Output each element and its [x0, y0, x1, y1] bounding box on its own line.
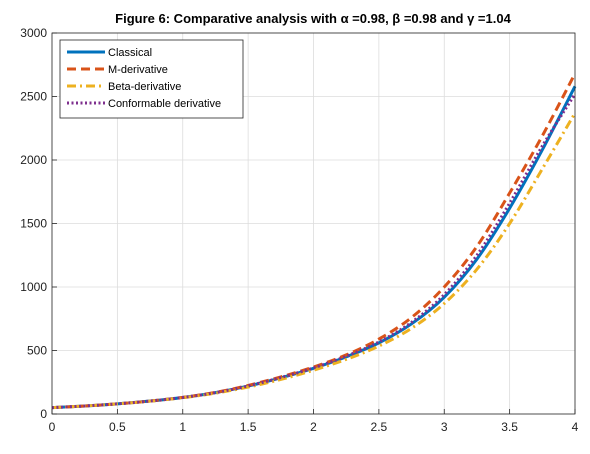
x-tick-label: 4 — [572, 420, 579, 434]
axis-ticks: 0 0.5 1 1.5 2 2.5 3 3.5 4 0 500 1000 1500 2000 2500 300… — [20, 26, 578, 434]
x-tick-label: 1 — [179, 420, 186, 434]
y-tick-label: 1000 — [20, 280, 47, 294]
y-tick-label: 500 — [27, 344, 47, 358]
x-tick-label: 2.5 — [371, 420, 388, 434]
series-line-beta-derivative — [51, 112, 577, 410]
chart-title: Figure 6: Comparative analysis with α =0… — [115, 11, 511, 26]
y-tick-label: 2000 — [20, 153, 47, 167]
x-tick-label: 0.5 — [109, 420, 126, 434]
y-tick-label: 2500 — [20, 90, 47, 104]
series-lines — [51, 72, 577, 410]
x-tick-label: 3 — [441, 420, 448, 434]
y-tick-label: 1500 — [20, 217, 47, 231]
x-tick-label: 1.5 — [240, 420, 257, 434]
y-tick-label: 3000 — [20, 26, 47, 40]
x-tick-label: 0 — [49, 420, 56, 434]
y-tick-label: 0 — [40, 407, 47, 421]
legend: Classical M-derivative Beta-derivative Conf… — [59, 39, 244, 119]
legend-label: Classical — [108, 47, 152, 59]
series-line-conformable-derivative — [51, 93, 577, 410]
x-tick-label: 3.5 — [501, 420, 518, 434]
legend-label: M-derivative — [108, 64, 168, 76]
legend-label: Beta-derivative — [108, 81, 181, 93]
x-tick-label: 2 — [310, 420, 317, 434]
legend-label: Conformable derivative — [108, 98, 221, 110]
